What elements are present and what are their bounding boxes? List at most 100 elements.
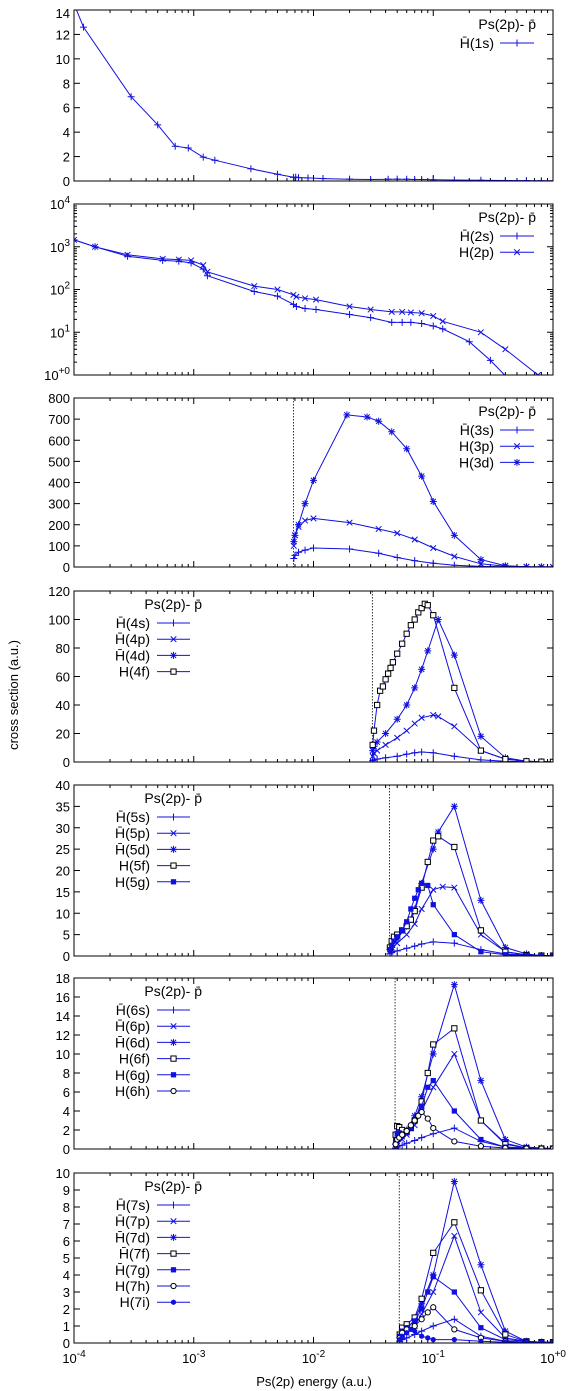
filled-square-marker xyxy=(396,1130,402,1136)
plus-marker xyxy=(418,320,426,328)
plus-marker xyxy=(477,176,485,181)
y-tick-label: 0 xyxy=(63,949,70,964)
legend-label: H(6h) xyxy=(115,1083,150,1099)
filled-circle-marker xyxy=(550,1339,553,1343)
y-tick-label: 8 xyxy=(63,1200,70,1215)
open-square-marker xyxy=(389,659,396,666)
y-tick-label: 6 xyxy=(63,1234,70,1249)
y-tick-label: 7 xyxy=(63,1217,70,1232)
cross-marker xyxy=(430,1084,437,1091)
open-square-marker xyxy=(382,676,389,683)
star-marker xyxy=(388,428,396,436)
y-tick-label: 0 xyxy=(63,174,70,189)
cross-marker xyxy=(451,884,458,891)
plus-marker xyxy=(346,175,354,181)
plus-marker xyxy=(418,176,426,181)
plus-marker xyxy=(291,551,299,559)
plus-marker xyxy=(273,170,281,178)
plus-marker xyxy=(184,144,192,152)
y-tick-label: 14 xyxy=(56,1009,70,1024)
y-tick-label: 0 xyxy=(63,755,70,770)
cross-marker xyxy=(418,905,425,913)
legend-label: H̄(7g) xyxy=(115,1262,150,1278)
plot-frame xyxy=(73,9,554,182)
plus-marker xyxy=(346,311,354,319)
plus-marker xyxy=(310,544,317,552)
y-tick-label: 10 xyxy=(56,1047,70,1062)
filled-square-marker xyxy=(502,952,508,956)
y-tick-label: 35 xyxy=(56,799,70,814)
legend-title: Ps(2p)- p̄ xyxy=(478,16,536,32)
plus-marker xyxy=(429,176,437,181)
open-circle-marker xyxy=(502,1144,509,1149)
y-tick-label: 2 xyxy=(63,1123,70,1138)
plus-marker xyxy=(411,557,419,565)
cross-marker xyxy=(170,1023,177,1030)
cross-marker xyxy=(301,295,309,302)
plus-marker xyxy=(403,750,411,758)
plus-marker xyxy=(403,944,411,952)
plus-marker xyxy=(403,1139,411,1147)
plot-frame xyxy=(73,1172,554,1344)
filled-square-marker xyxy=(170,1072,177,1078)
cross-marker xyxy=(411,536,418,543)
plus-marker xyxy=(170,1201,177,1209)
y-tick-label: 120 xyxy=(48,584,70,599)
cross-marker xyxy=(534,371,542,375)
open-square-marker xyxy=(170,1250,177,1257)
y-tick-label: 103 xyxy=(50,238,70,255)
star-marker xyxy=(170,845,177,853)
plus-marker xyxy=(411,749,419,757)
y-tick-label: 30 xyxy=(56,821,70,836)
plus-marker xyxy=(486,356,494,364)
cross-marker xyxy=(170,830,177,837)
chart-panel-7: 0 1 2 3 4 5 6 7 8 9 10 Ps(2p)- p̄ H̄(7s)H̄(7p)H̄(7d)… xyxy=(56,1166,554,1351)
y-tick-label: 15 xyxy=(56,885,70,900)
cross-marker xyxy=(418,714,425,721)
star-marker xyxy=(477,732,485,740)
plus-marker xyxy=(170,1006,177,1014)
filled-square-marker xyxy=(412,1318,418,1324)
open-square-marker xyxy=(170,668,177,675)
star-marker xyxy=(501,562,509,567)
series-line xyxy=(293,517,553,567)
open-square-marker xyxy=(415,609,422,616)
open-square-marker xyxy=(502,1331,509,1338)
plus-marker xyxy=(439,325,447,333)
legend: Ps(2p)- p̄ H̄(4s)H̄(4p)H̄(4d)H(4f) xyxy=(115,596,202,680)
open-square-marker xyxy=(435,833,442,840)
filled-square-marker xyxy=(425,882,431,889)
plus-marker xyxy=(418,1327,426,1335)
cross-marker xyxy=(175,256,182,263)
star-marker xyxy=(290,538,298,546)
plus-marker xyxy=(513,426,521,434)
series-layer xyxy=(386,802,553,956)
filled-square-marker xyxy=(478,949,484,955)
y-tick-label: 8 xyxy=(63,1066,70,1081)
series-layer xyxy=(369,600,553,762)
y-tick-label: 4 xyxy=(63,125,70,140)
filled-square-marker xyxy=(425,1084,431,1090)
y-tick-label: 14 xyxy=(56,6,70,21)
y-tick-label: 3 xyxy=(63,1285,70,1300)
y-tick-label: 5 xyxy=(63,928,70,943)
legend: Ps(2p)- p̄ H̄(6s)H̄(6p)H̄(6d)H(6f)H(6g)H(… xyxy=(115,983,202,1099)
open-square-marker xyxy=(374,701,381,709)
cross-marker xyxy=(399,308,406,316)
star-marker xyxy=(450,981,458,989)
plus-marker xyxy=(411,176,419,181)
cross-marker xyxy=(430,544,437,552)
y-tick-label: 80 xyxy=(56,641,70,656)
plus-marker xyxy=(477,756,485,762)
cross-marker xyxy=(451,553,458,560)
y-tick-label: 100 xyxy=(48,539,70,554)
star-marker xyxy=(411,684,419,692)
y-tick-label: 5 xyxy=(63,1251,70,1266)
cross-marker xyxy=(346,519,353,526)
filled-circle-marker xyxy=(523,1339,530,1343)
plus-marker xyxy=(312,306,320,314)
plus-marker xyxy=(203,272,211,280)
plus-marker xyxy=(367,176,375,181)
legend-label: H̄(4s) xyxy=(116,615,150,631)
plus-marker xyxy=(301,546,309,554)
